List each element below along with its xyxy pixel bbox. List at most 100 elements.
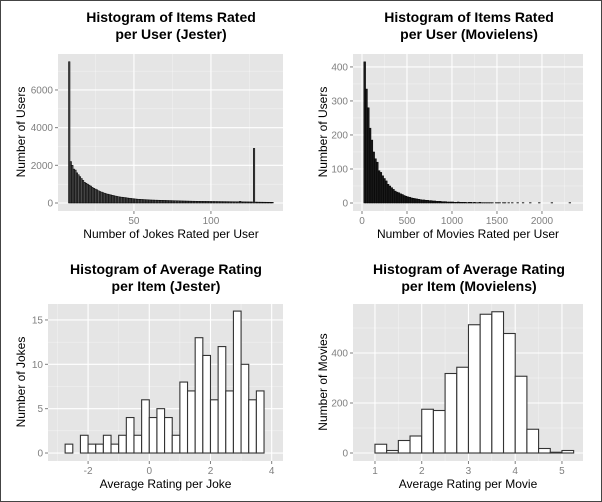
histogram-bar-movielens-items — [417, 199, 420, 204]
histogram-bar-movielens-items — [376, 161, 379, 204]
histogram-bar-jester-rating — [194, 337, 204, 454]
histogram-bar-movielens-items — [462, 202, 465, 204]
histogram-bar-movielens-rating — [421, 408, 434, 454]
histogram-bar-jester-rating — [164, 416, 173, 454]
y-tick-label-jester-rating: 5 — [37, 404, 43, 415]
histogram-bar-movielens-items — [446, 201, 449, 204]
y-axis-label-jester-rating: Number of Jokes — [14, 336, 28, 428]
histogram-bar-movielens-items — [374, 158, 377, 204]
histogram-bar-jester-rating — [209, 399, 219, 454]
histogram-bar-movielens-items — [410, 197, 413, 204]
y-tick-label-jester-rating: 0 — [37, 449, 43, 460]
histogram-bar-movielens-items — [406, 196, 410, 204]
histogram-bar-movielens-items — [412, 197, 415, 204]
histogram-bar-movielens-items — [368, 127, 372, 204]
x-tick-label-movielens-rating: 4 — [512, 466, 518, 477]
histogram-bar-movielens-rating — [502, 332, 516, 454]
y-axis-label-movielens-rating: Number of Movies — [316, 333, 330, 431]
histogram-bar-movielens-items — [379, 172, 383, 204]
histogram-bar-movielens-items — [421, 199, 424, 204]
histogram-bar-movielens-items — [455, 202, 458, 204]
histogram-bar-movielens-items — [367, 107, 370, 204]
histogram-bar-movielens-items — [397, 192, 401, 204]
histogram-bar-movielens-rating — [374, 443, 388, 454]
y-tick-label-movielens-items: 200 — [331, 130, 348, 141]
histogram-bar-movielens-rating — [514, 375, 528, 454]
histogram-bar-jester-rating — [179, 381, 189, 454]
histogram-bar-movielens-items — [448, 201, 451, 204]
x-tick-label-movielens-rating: 5 — [559, 466, 565, 477]
histogram-bar-jester-items — [253, 148, 256, 204]
histogram-bar-movielens-items — [453, 202, 456, 204]
histogram-bar-movielens-items — [377, 170, 381, 204]
histogram-bar-movielens-items — [381, 175, 384, 204]
histogram-bar-jester-rating — [156, 408, 166, 454]
histogram-bar-movielens-items — [399, 193, 402, 204]
x-tick-label-movielens-rating: 1 — [372, 466, 378, 477]
histogram-bar-movielens-items — [444, 201, 447, 204]
histogram-bar-jester-rating — [110, 443, 120, 454]
x-tick-label-jester-rating: -2 — [84, 466, 93, 477]
histogram-bar-movielens-items — [449, 201, 453, 204]
histogram-bar-jester-rating — [95, 443, 104, 454]
histogram-bar-movielens-items — [457, 201, 460, 204]
y-tick-label-movielens-rating: 400 — [331, 349, 348, 360]
chart-title-jester-avg-rating: Histogram of Average Rating per Item (Je… — [70, 261, 262, 294]
x-axis-label-jester-rating: Average Rating per Joke — [99, 477, 232, 491]
y-tick-label-movielens-items: 300 — [331, 96, 348, 107]
histogram-bar-movielens-items — [437, 201, 440, 204]
histogram-bar-jester-rating — [118, 434, 127, 454]
x-axis-label-jester-items: Number of Jokes Rated per User — [83, 227, 259, 241]
histogram-bar-movielens-items — [426, 200, 429, 204]
histogram-bar-movielens-items — [395, 191, 399, 204]
histogram-bar-movielens-items — [394, 190, 397, 204]
histogram-bar-movielens-items — [419, 199, 422, 204]
y-tick-label-movielens-items: 0 — [342, 199, 348, 210]
histogram-bar-jester-items — [271, 202, 274, 204]
histogram-bar-movielens-rating — [526, 428, 540, 454]
histogram-bar-movielens-rating — [549, 451, 563, 454]
histogram-bar-movielens-items — [390, 187, 393, 204]
histogram-bar-movielens-items — [478, 202, 482, 204]
x-tick-label-movielens-items: 0 — [359, 216, 365, 227]
y-tick-label-movielens-rating: 200 — [331, 399, 348, 410]
histogram-bar-movielens-items — [404, 195, 408, 204]
histogram-bar-movielens-items — [370, 139, 374, 204]
y-tick-label-jester-items: 2000 — [31, 161, 54, 172]
histogram-bar-movielens-items — [469, 202, 473, 204]
histogram-bar-movielens-rating — [491, 311, 505, 454]
chart-title-movielens-avg-rating: Histogram of Average Rating per Item (Mo… — [373, 261, 565, 294]
histogram-bar-jester-rating — [225, 390, 234, 454]
histogram-bar-jester-rating — [217, 346, 227, 454]
histogram-bar-movielens-rating — [561, 449, 575, 454]
histogram-bar-movielens-items — [473, 202, 476, 204]
histogram-bar-movielens-items — [422, 199, 426, 204]
y-tick-label-movielens-items: 100 — [331, 164, 348, 175]
histogram-bar-movielens-items — [383, 178, 386, 204]
histogram-bar-movielens-items — [428, 200, 431, 204]
x-axis-label-movielens-rating: Average Rating per Movie — [398, 477, 538, 491]
histogram-bar-movielens-items — [401, 194, 404, 204]
x-tick-label-movielens-rating: 2 — [419, 466, 425, 477]
histogram-bar-movielens-rating — [386, 449, 399, 454]
histogram-bar-movielens-items — [415, 198, 419, 204]
histogram-bar-jester-rating — [133, 434, 143, 454]
histogram-bar-movielens-rating — [467, 324, 481, 454]
histogram-bar-movielens-rating — [397, 439, 411, 454]
y-tick-label-jester-rating: 10 — [32, 360, 44, 371]
x-tick-label-movielens-items: 1500 — [486, 216, 509, 227]
histogram-bar-jester-rating — [125, 416, 135, 454]
y-tick-label-jester-items: 4000 — [31, 123, 54, 134]
histogram-bar-jester-rating — [64, 443, 74, 454]
histogram-bar-movielens-items — [464, 202, 467, 204]
histogram-bar-jester-items — [68, 61, 71, 204]
histogram-bar-jester-rating — [255, 390, 265, 454]
histogram-bar-jester-rating — [248, 399, 257, 454]
histogram-bar-movielens-items — [365, 88, 368, 204]
histogram-bar-movielens-rating — [432, 409, 446, 454]
histogram-bar-movielens-items — [385, 180, 388, 204]
histogram-bar-jester-rating — [79, 434, 89, 454]
x-tick-label-movielens-items: 2000 — [531, 216, 554, 227]
